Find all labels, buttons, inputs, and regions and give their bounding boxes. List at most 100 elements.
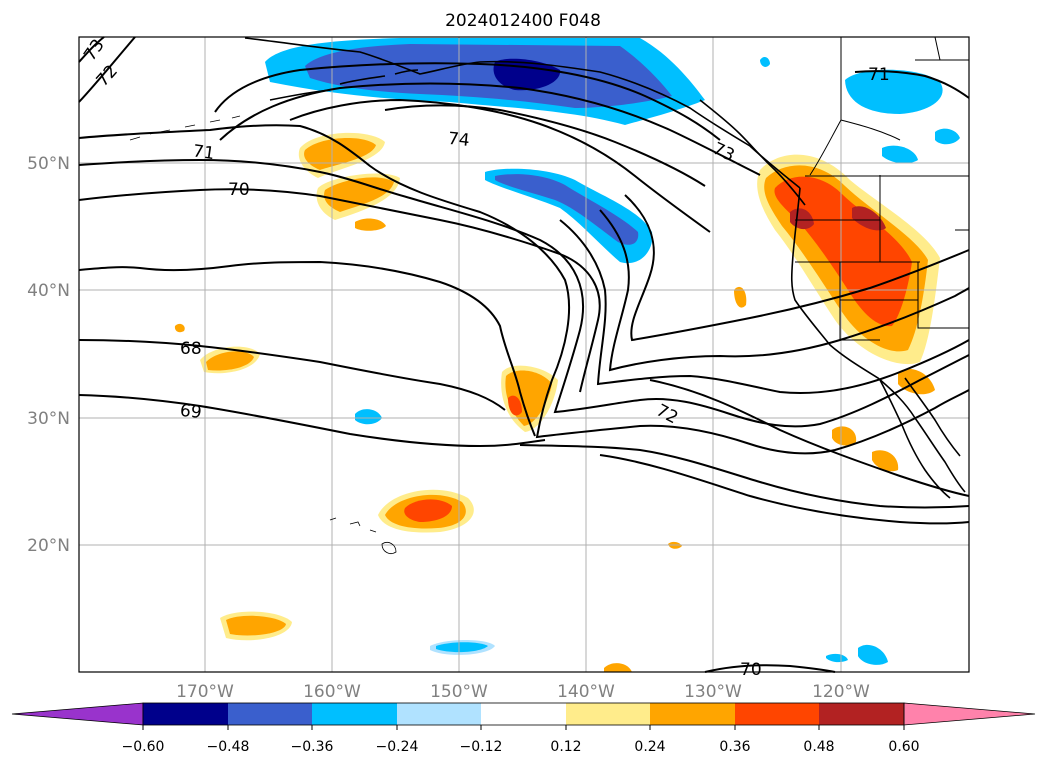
negative-anomaly-tiny-4: [760, 57, 770, 67]
coastlines: [129, 36, 969, 554]
positive-anomaly-mexico-2: [872, 450, 899, 472]
contour-69: [78, 394, 546, 448]
contour-outer-2: [219, 82, 761, 176]
colorbar-label-3: −0.36: [291, 739, 334, 755]
colorbar-label-1: −0.60: [122, 739, 165, 755]
lat-tick-50n: 50°N: [27, 154, 70, 174]
positive-anomaly-tiny-3: [604, 663, 632, 672]
height-contours: [78, 36, 970, 673]
negative-anomaly-canada-2: [935, 128, 960, 145]
positive-anomaly-hawaii-north-strong: [404, 499, 452, 522]
lon-tick-140w: 140°W: [557, 682, 615, 702]
colorbar-bin-6: [566, 703, 650, 725]
lat-tick-40n: 40°N: [27, 281, 70, 301]
contour-inner-2: [559, 219, 970, 395]
negative-anomaly-southeast-2: [826, 653, 848, 663]
negative-anomaly-gulf-core: [305, 44, 672, 108]
colorbar-label-2: −0.48: [207, 739, 250, 755]
positive-anomaly-central-strong: [508, 395, 522, 416]
contour-70-bottom: [704, 664, 836, 673]
colorbar-label-8: 0.36: [719, 739, 750, 755]
colorbar-bin-5: [481, 703, 566, 725]
lat-tick-30n: 30°N: [27, 409, 70, 429]
contour-68: [78, 339, 506, 411]
lon-tick-120w: 120°W: [812, 682, 870, 702]
contour-label-71-a: 71: [192, 141, 216, 164]
positive-anomaly-west-core: [206, 351, 254, 371]
alaska-coast: [244, 37, 801, 189]
bc-coast: [699, 99, 806, 206]
colorbar-extend-low: [11, 702, 144, 726]
contour-label-70-a: 70: [228, 180, 250, 200]
lon-tick-160w: 160°W: [303, 682, 361, 702]
contour-label-74: 74: [447, 129, 471, 151]
negative-anomaly-canada: [845, 69, 943, 114]
aleutian-islands: [129, 115, 241, 141]
positive-anomaly-north-1-core: [304, 137, 376, 170]
lon-tick-150w: 150°W: [430, 682, 488, 702]
positive-anomaly-north-3: [355, 218, 386, 231]
contour-72-south: [519, 444, 970, 509]
contour-inner-4: [624, 194, 970, 342]
colorbar-bin-2: [228, 703, 312, 725]
baja-peninsula: [879, 379, 951, 499]
lon-tick-130w: 130°W: [684, 682, 742, 702]
colorbar-label-10: 0.60: [888, 739, 919, 755]
colorbar-label-4: −0.24: [376, 739, 419, 755]
anomaly-shading: [174, 38, 960, 672]
colorbar-bin-9: [819, 703, 904, 725]
positive-anomaly-north-2-core: [324, 177, 394, 212]
positive-anomaly-tiny-1: [174, 323, 185, 333]
contour-label-69: 69: [179, 401, 203, 423]
gulf-of-california: [904, 377, 961, 457]
negative-anomaly-canada-3: [882, 145, 918, 164]
colorbar-bin-1: [143, 703, 228, 725]
contour-south-2: [599, 454, 970, 525]
positive-anomaly-southwest-core: [226, 615, 286, 636]
us-west-coast: [790, 187, 966, 493]
colorbar-bin-8: [735, 703, 819, 725]
latitude-ticks: 50°N 40°N 30°N 20°N: [27, 154, 70, 556]
contour-74-north: [384, 104, 706, 187]
negative-anomaly-southeast: [858, 644, 888, 665]
contour-inner-3: [599, 209, 970, 372]
colorbar-frame: [142, 702, 905, 726]
contour-outer-1: [214, 62, 721, 141]
negative-anomaly-mid-pacific-core: [495, 174, 639, 245]
contour-72-left: [78, 36, 136, 103]
colorbar-label-6: 0.12: [550, 739, 581, 755]
hawaii-islands: [329, 517, 397, 554]
contour-71-canada: [854, 70, 970, 99]
colorbar-extend-high: [903, 702, 1036, 726]
contour-south-3: [649, 379, 970, 497]
colorbar-bin-3: [312, 703, 397, 725]
map-title: 2024012400 F048: [445, 11, 601, 31]
map-frame: [78, 36, 970, 673]
negative-anomaly-south-core: [436, 642, 488, 653]
positive-anomaly-west-coast-max-2: [852, 206, 886, 231]
colorbar-label-7: 0.24: [634, 739, 665, 755]
colorbar-label-9: 0.48: [803, 739, 834, 755]
contour-73-left: [78, 36, 105, 63]
positive-anomaly-mexico-1: [832, 426, 857, 446]
colorbar: −0.60 −0.48 −0.36 −0.24 −0.12 0.12 0.24 …: [11, 702, 1036, 755]
negative-anomaly-mid-pacific: [485, 168, 653, 264]
positive-anomaly-small-1: [734, 286, 747, 308]
contour-label-68: 68: [180, 339, 202, 359]
contour-label-70-b: 70: [740, 660, 762, 680]
colorbar-bin-4: [397, 703, 481, 725]
canada-provinces: [809, 36, 969, 176]
map-panel: 73 72 71 70 74 73 71 68 69 72 70: [78, 36, 970, 680]
colorbar-bin-7: [650, 703, 735, 725]
contour-label-71-b: 71: [868, 65, 890, 85]
longitude-ticks: 170°W 160°W 150°W 140°W 130°W 120°W: [176, 682, 870, 702]
contour-74: [289, 98, 711, 233]
contour-70-upper: [78, 188, 601, 393]
contour-71: [78, 158, 970, 428]
negative-anomaly-hawaii: [355, 409, 382, 425]
lat-tick-20n: 20°N: [27, 536, 70, 556]
contour-inner-1: [78, 260, 536, 437]
lon-tick-170w: 170°W: [176, 682, 234, 702]
colorbar-label-5: −0.12: [460, 739, 503, 755]
